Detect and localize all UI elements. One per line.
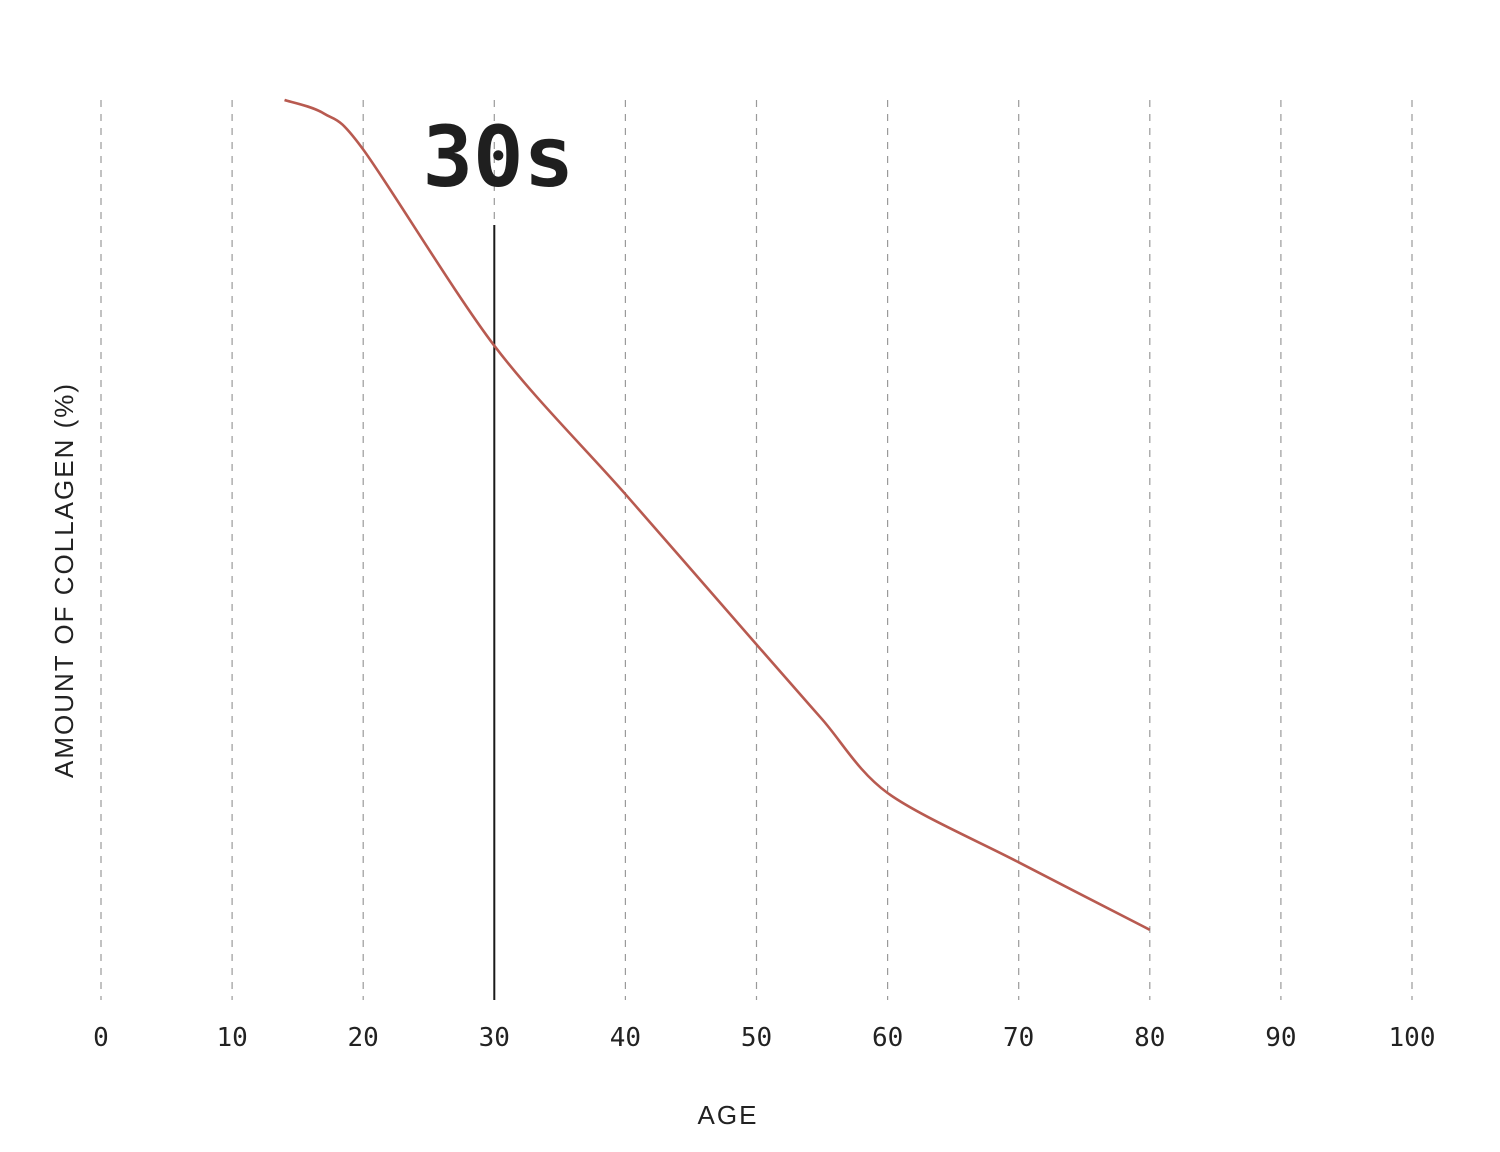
x-tick-label-50: 50 <box>741 1023 772 1053</box>
x-tick-label-20: 20 <box>348 1023 379 1053</box>
x-tick-label-0: 0 <box>93 1023 109 1053</box>
x-tick-label-60: 60 <box>872 1023 903 1053</box>
x-tick-label-100: 100 <box>1389 1023 1436 1053</box>
series-layer <box>284 98 1151 931</box>
annotation-label: 30s <box>422 108 574 206</box>
collagen-line-series-0 <box>284 98 1151 931</box>
x-tick-label-40: 40 <box>610 1023 641 1053</box>
x-axis-title: AGE <box>698 1100 759 1130</box>
grid-layer <box>100 100 1413 1000</box>
x-tick-label-70: 70 <box>1003 1023 1034 1053</box>
x-tick-label-10: 10 <box>216 1023 247 1053</box>
x-tick-label-90: 90 <box>1265 1023 1296 1053</box>
y-axis-title: AMOUNT OF COLLAGEN (%) <box>49 382 79 778</box>
x-tick-labels: 0 10 20 30 40 50 60 70 80 90 100 <box>93 1023 1435 1053</box>
x-tick-label-30: 30 <box>479 1023 510 1053</box>
x-tick-label-80: 80 <box>1134 1023 1165 1053</box>
